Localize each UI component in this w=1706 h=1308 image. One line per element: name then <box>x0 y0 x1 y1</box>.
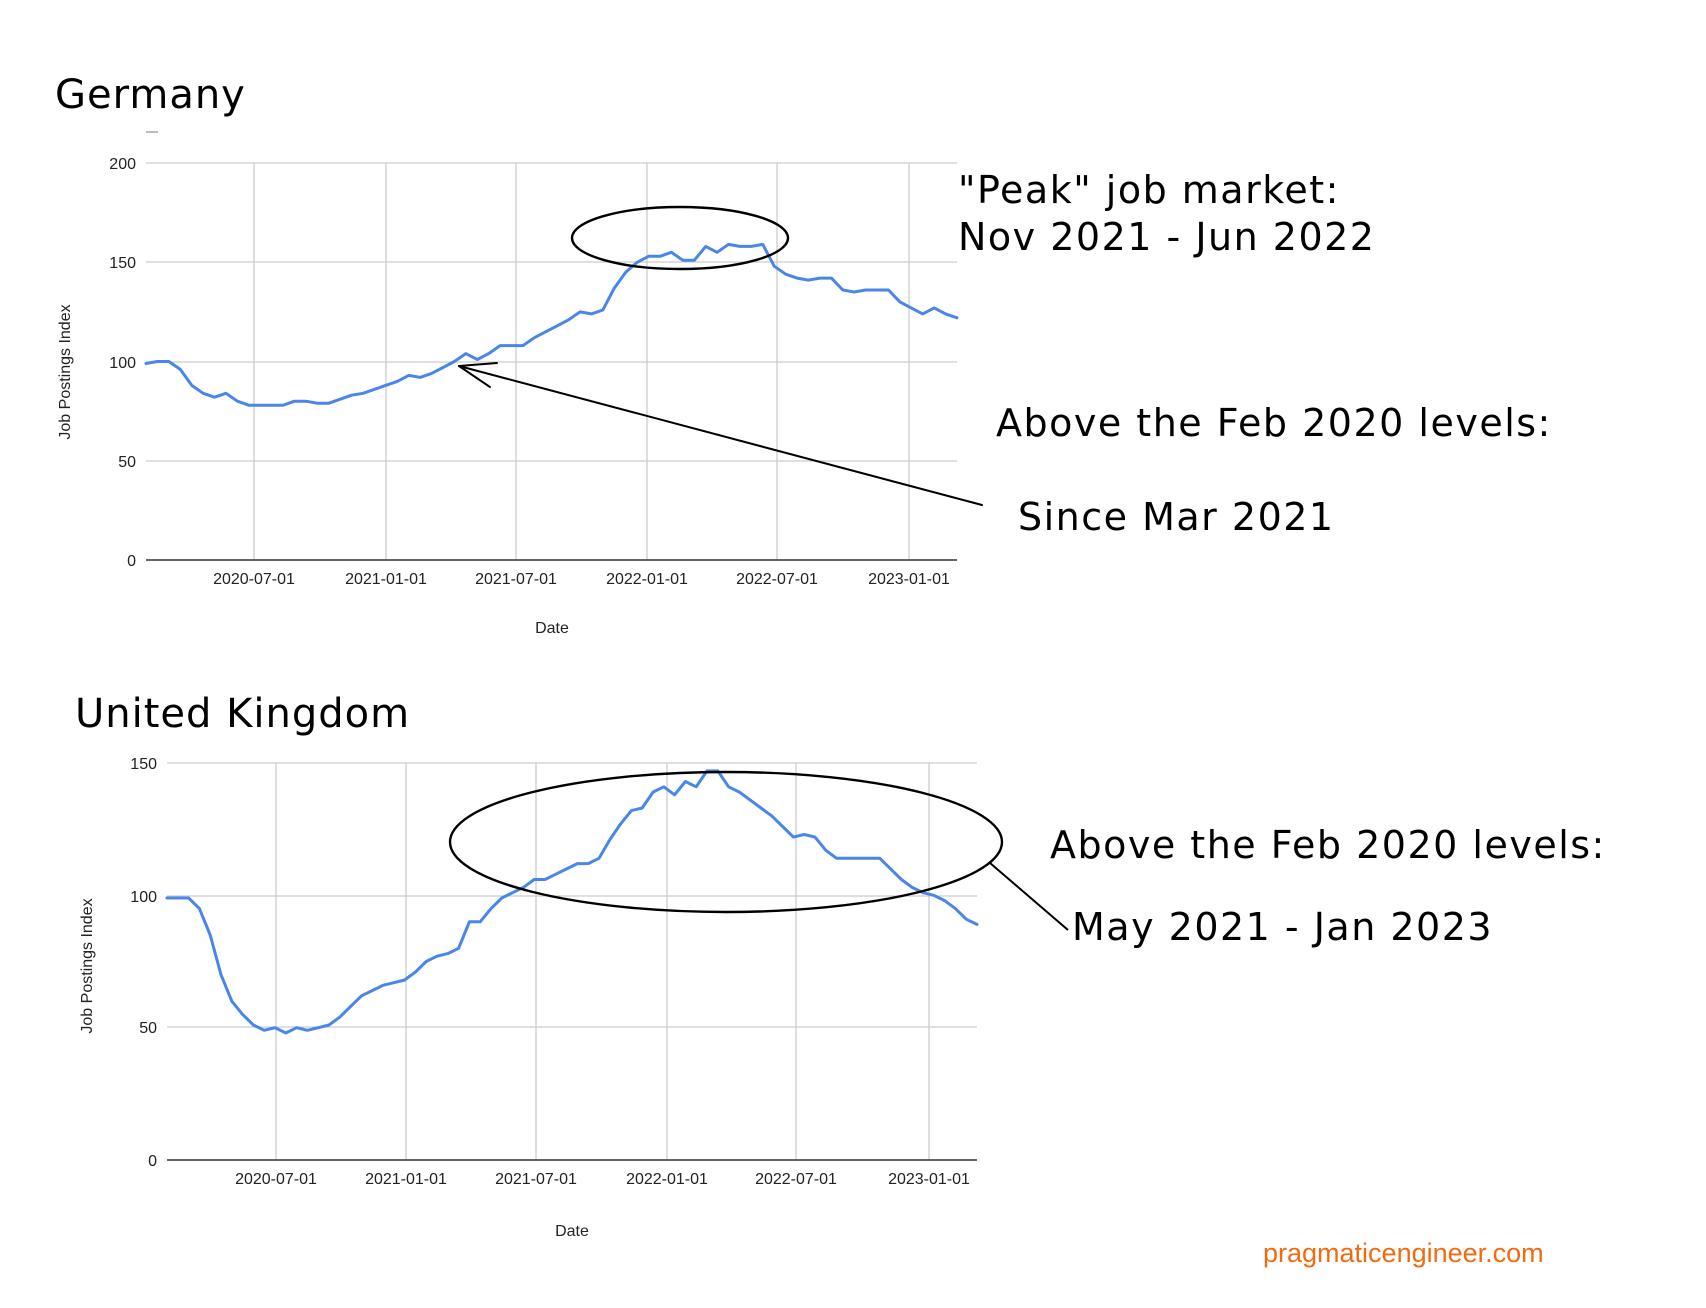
germany-above-annotation-line1: Above the Feb 2020 levels: <box>996 401 1552 445</box>
svg-text:2021-07-01: 2021-07-01 <box>495 1171 577 1188</box>
svg-text:200: 200 <box>109 156 136 173</box>
svg-text:100: 100 <box>109 355 136 372</box>
svg-text:2023-01-01: 2023-01-01 <box>888 1171 970 1188</box>
uk-series-line <box>165 769 979 1035</box>
uk-gridlines <box>167 762 977 1160</box>
germany-y-axis-title: Job Postings Index <box>57 304 74 439</box>
svg-text:0: 0 <box>127 553 136 570</box>
svg-text:2021-07-01: 2021-07-01 <box>475 571 557 588</box>
uk-connector-line <box>989 862 1069 931</box>
germany-gridlines <box>146 162 957 560</box>
peak-annotation-line2: Nov 2021 - Jun 2022 <box>958 215 1375 259</box>
uk-x-ticks: 2020-07-01 2021-01-01 2021-07-01 2022-01… <box>235 1171 970 1188</box>
uk-y-axis-title: Job Postings Index <box>79 898 96 1033</box>
svg-text:2020-07-01: 2020-07-01 <box>235 1171 317 1188</box>
germany-x-ticks: 2020-07-01 2021-01-01 2021-07-01 2022-01… <box>213 571 950 588</box>
uk-above-annotation-line2: May 2021 - Jan 2023 <box>1072 905 1493 949</box>
svg-text:2022-07-01: 2022-07-01 <box>755 1171 837 1188</box>
svg-text:2022-07-01: 2022-07-01 <box>736 571 818 588</box>
svg-text:2021-01-01: 2021-01-01 <box>345 571 427 588</box>
svg-text:2023-01-01: 2023-01-01 <box>868 571 950 588</box>
svg-text:50: 50 <box>139 1020 157 1037</box>
peak-highlight-ellipse <box>570 205 790 271</box>
svg-text:2022-01-01: 2022-01-01 <box>626 1171 708 1188</box>
uk-chart: United Kingdom 0 50 100 150 2020-07-01 2… <box>75 691 1606 1240</box>
uk-highlight-ellipse <box>448 770 1004 914</box>
germany-title: Germany <box>55 72 246 118</box>
svg-text:150: 150 <box>109 255 136 272</box>
svg-text:100: 100 <box>130 889 157 906</box>
stray-mark <box>146 131 158 133</box>
svg-text:2022-01-01: 2022-01-01 <box>606 571 688 588</box>
uk-above-annotation-line1: Above the Feb 2020 levels: <box>1050 823 1606 867</box>
svg-text:0: 0 <box>148 1153 157 1170</box>
svg-text:150: 150 <box>130 756 157 773</box>
svg-text:50: 50 <box>118 454 136 471</box>
uk-x-axis-title: Date <box>555 1223 589 1240</box>
uk-title: United Kingdom <box>75 691 410 737</box>
germany-x-axis-title: Date <box>535 620 569 637</box>
germany-series-line <box>144 242 959 407</box>
watermark-link[interactable]: pragmaticengineer.com <box>1263 1238 1544 1268</box>
svg-text:2020-07-01: 2020-07-01 <box>213 571 295 588</box>
germany-y-ticks: 0 50 100 150 200 <box>109 156 136 570</box>
svg-text:2021-01-01: 2021-01-01 <box>365 1171 447 1188</box>
peak-annotation-line1: "Peak" job market: <box>958 168 1340 212</box>
uk-y-ticks: 0 50 100 150 <box>130 756 157 1170</box>
germany-chart: Germany 0 50 100 150 200 2020-07-01 2021… <box>55 72 1552 637</box>
germany-arrow <box>458 362 983 506</box>
germany-above-annotation-line2: Since Mar 2021 <box>1018 495 1335 539</box>
